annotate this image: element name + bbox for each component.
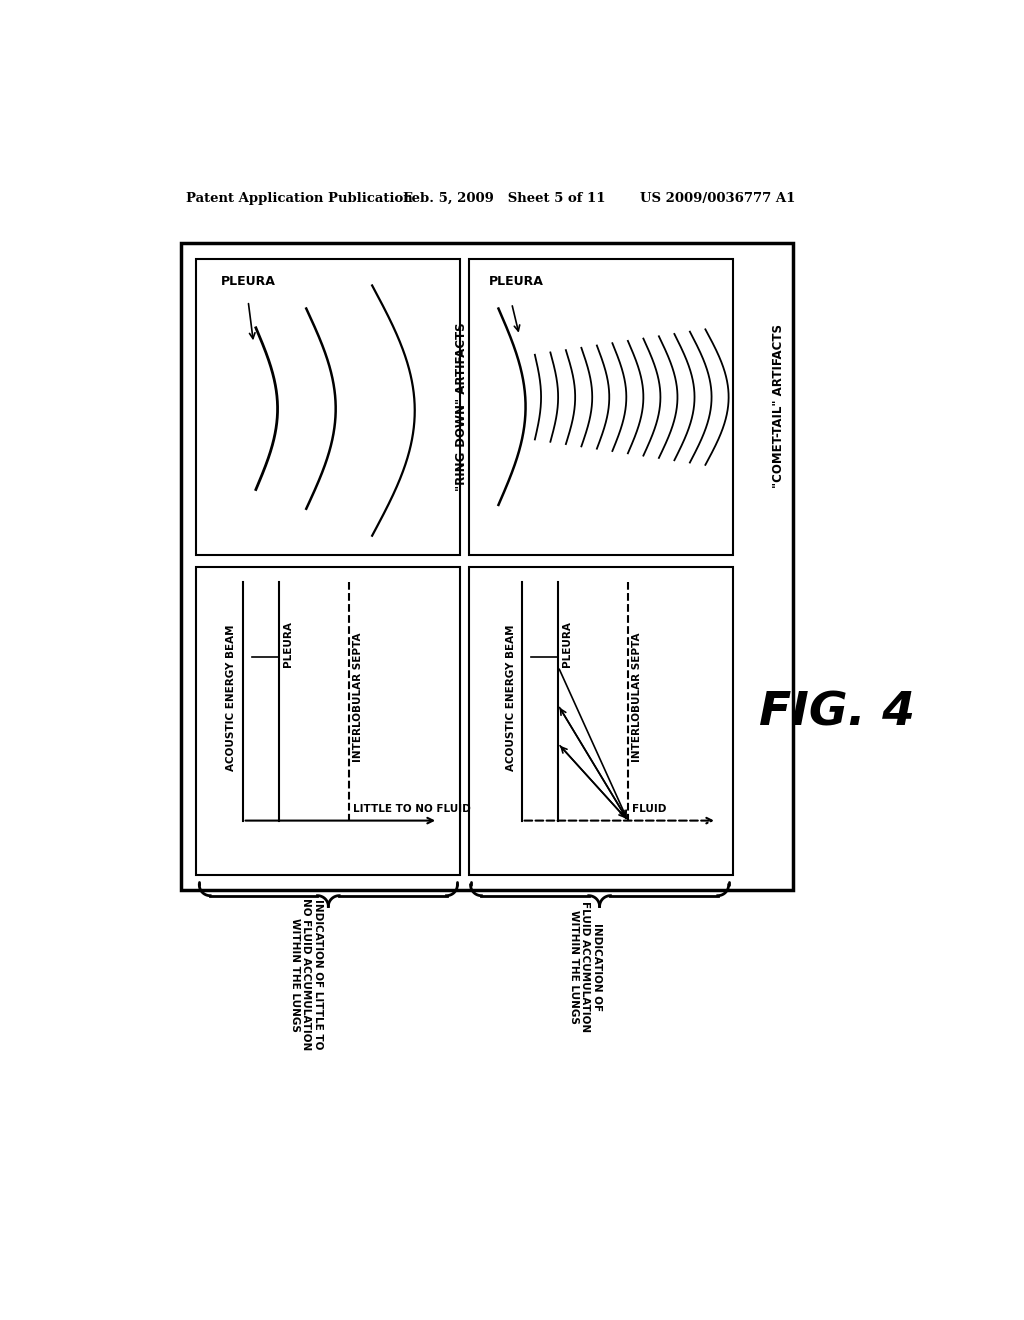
Text: INTERLOBULAR SEPTA: INTERLOBULAR SEPTA <box>352 632 362 762</box>
Text: FIG. 4: FIG. 4 <box>759 690 915 735</box>
Text: ACOUSTIC ENERGY BEAM: ACOUSTIC ENERGY BEAM <box>506 624 515 771</box>
Text: FLUID: FLUID <box>632 804 667 814</box>
Text: PLEURA: PLEURA <box>562 620 572 667</box>
Bar <box>197 259 460 554</box>
Text: PLEURA: PLEURA <box>283 620 293 667</box>
Text: PLEURA: PLEURA <box>488 275 544 288</box>
Bar <box>469 259 732 554</box>
Text: "COMET-TAIL" ARTIFACTS: "COMET-TAIL" ARTIFACTS <box>772 325 785 488</box>
Text: Patent Application Publication: Patent Application Publication <box>186 191 413 205</box>
Text: PLEURA: PLEURA <box>221 275 275 288</box>
Bar <box>469 566 732 875</box>
Bar <box>180 243 793 890</box>
Text: ACOUSTIC ENERGY BEAM: ACOUSTIC ENERGY BEAM <box>226 624 237 771</box>
Bar <box>197 566 460 875</box>
Text: INDICATION OF
FLUID ACCUMULATION
WITHIN THE LUNGS: INDICATION OF FLUID ACCUMULATION WITHIN … <box>568 902 602 1032</box>
Text: LITTLE TO NO FLUID: LITTLE TO NO FLUID <box>352 804 470 814</box>
Text: INTERLOBULAR SEPTA: INTERLOBULAR SEPTA <box>632 632 642 762</box>
Text: Feb. 5, 2009   Sheet 5 of 11: Feb. 5, 2009 Sheet 5 of 11 <box>403 191 605 205</box>
Text: US 2009/0036777 A1: US 2009/0036777 A1 <box>640 191 795 205</box>
Text: INDICATION OF LITTLE TO
NO FLUID ACCUMULATION
WITHIN THE LUNGS: INDICATION OF LITTLE TO NO FLUID ACCUMUL… <box>290 899 323 1051</box>
Text: "RING-DOWN" ARTIFACTS: "RING-DOWN" ARTIFACTS <box>455 322 468 491</box>
